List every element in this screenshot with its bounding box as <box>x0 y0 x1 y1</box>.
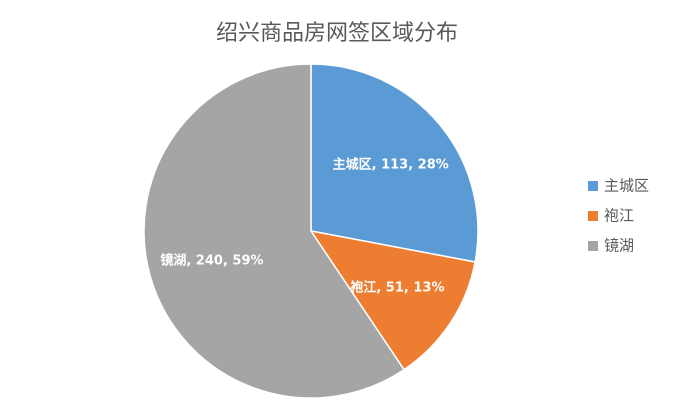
legend-swatch <box>588 181 598 191</box>
data-label: 镜湖, 240, 59% <box>160 253 263 269</box>
legend-label: 主城区 <box>604 177 649 195</box>
pie-slice <box>309 229 476 371</box>
data-label: 袍江, 51, 13% <box>349 280 444 296</box>
pie-slice <box>310 63 479 263</box>
chart-title: 绍兴商品房网签区域分布 <box>216 21 458 46</box>
legend-label: 镜湖 <box>604 237 634 255</box>
legend-swatch <box>588 241 598 251</box>
legend-label: 袍江 <box>604 207 634 225</box>
pie-slice <box>143 63 406 399</box>
legend-swatch <box>588 211 598 221</box>
data-label: 主城区, 113, 28% <box>333 156 449 172</box>
